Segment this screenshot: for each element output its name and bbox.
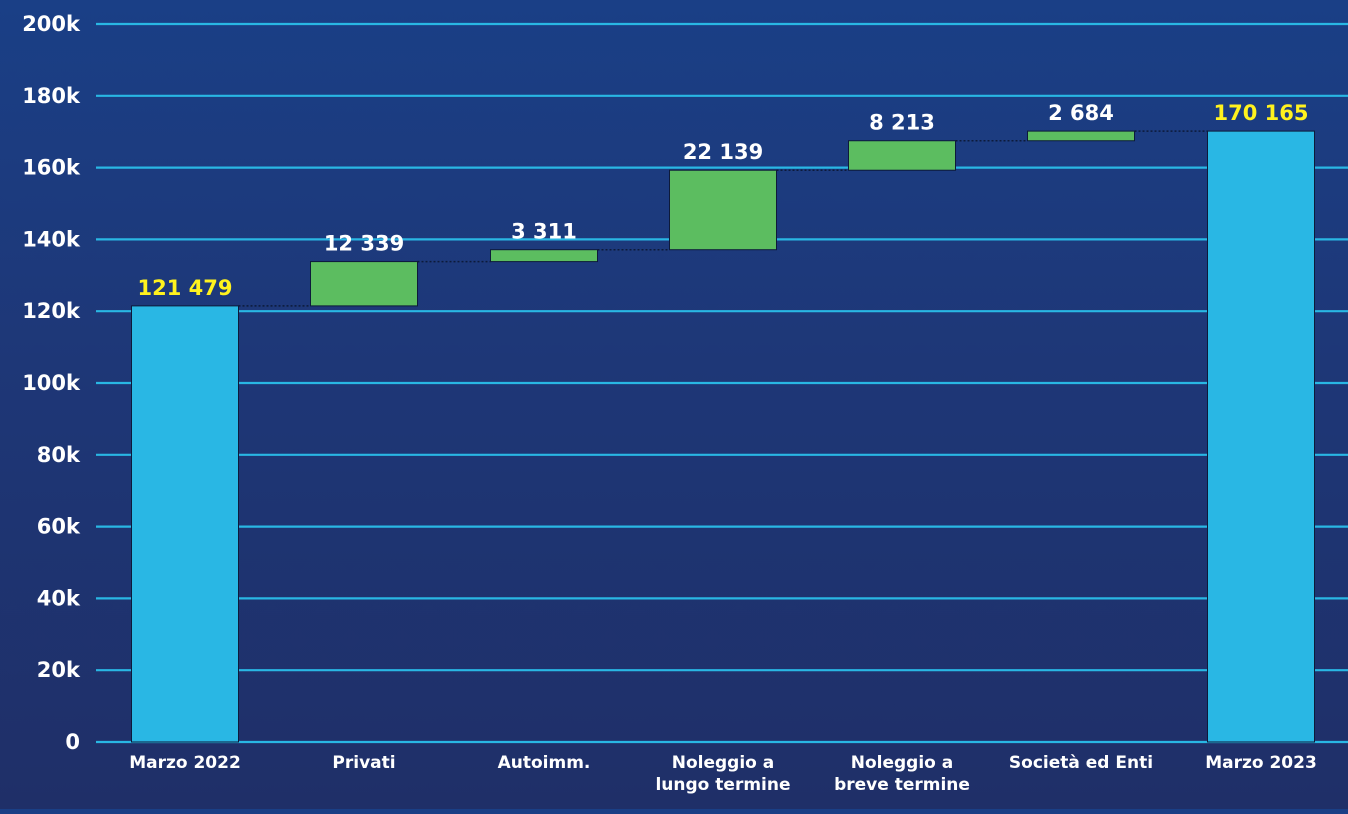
y-tick-label: 100k <box>22 371 81 395</box>
x-tick-label: Noleggio a <box>851 753 954 773</box>
y-tick-label: 200k <box>22 12 81 36</box>
y-tick-label: 180k <box>22 84 81 108</box>
y-tick-label: 140k <box>22 227 81 251</box>
data-label: 121 479 <box>138 276 233 300</box>
y-tick-label: 40k <box>37 586 81 610</box>
x-tick-label: Privati <box>332 753 395 773</box>
y-tick-label: 120k <box>22 299 81 323</box>
increase-bar <box>669 169 777 251</box>
y-tick-label: 80k <box>37 443 81 467</box>
y-tick-label: 60k <box>37 515 81 539</box>
data-label: 3 311 <box>511 220 577 244</box>
y-tick-label: 20k <box>37 658 81 682</box>
x-tick-label: breve termine <box>834 775 970 795</box>
increase-bar <box>1027 130 1135 142</box>
y-tick-label: 160k <box>22 156 81 180</box>
data-label: 170 165 <box>1214 101 1309 125</box>
increase-bar <box>848 140 956 171</box>
x-tick-label: Marzo 2022 <box>129 753 241 773</box>
x-tick-label: Autoimm. <box>498 753 591 773</box>
data-label: 22 139 <box>683 140 763 164</box>
data-label: 12 339 <box>324 232 404 256</box>
increase-bar <box>490 249 598 263</box>
x-tick-label: lungo termine <box>655 775 790 795</box>
y-tick-label: 0 <box>65 730 80 754</box>
total-bar <box>131 305 239 743</box>
x-tick-label: Noleggio a <box>672 753 775 773</box>
x-tick-label: Marzo 2023 <box>1205 753 1317 773</box>
data-label: 2 684 <box>1048 101 1114 125</box>
total-bar <box>1207 130 1315 743</box>
x-tick-label: Società ed Enti <box>1009 753 1153 773</box>
data-label: 8 213 <box>869 111 935 135</box>
increase-bar <box>310 261 418 307</box>
